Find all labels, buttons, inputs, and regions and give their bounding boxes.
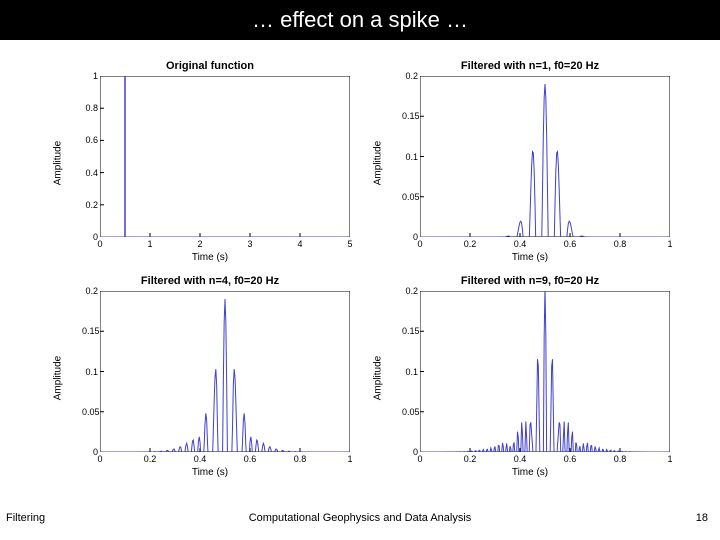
y-tick: 0 <box>402 447 418 457</box>
y-tick: 0.6 <box>82 135 98 145</box>
y-tick: 0.8 <box>82 103 98 113</box>
x-tick: 0.6 <box>564 454 577 464</box>
chart-title: Filtered with n=4, f0=20 Hz <box>60 275 360 287</box>
x-axis-label: Time (s) <box>60 252 360 263</box>
x-tick: 1 <box>147 239 152 249</box>
charts-grid: Original function Amplitude Time (s) 0 1 2 3 4 5… <box>60 60 680 480</box>
x-tick: 0.8 <box>294 454 307 464</box>
y-tick: 0.15 <box>82 326 98 336</box>
x-tick: 0 <box>97 454 102 464</box>
x-tick: 0.2 <box>464 454 477 464</box>
slide-footer: Filtering Computational Geophysics and D… <box>0 512 720 532</box>
chart-title: Filtered with n=1, f0=20 Hz <box>380 60 680 72</box>
y-tick: 0.1 <box>82 367 98 377</box>
x-tick: 1 <box>667 239 672 249</box>
x-tick: 3 <box>247 239 252 249</box>
x-tick: 0.4 <box>194 454 207 464</box>
y-axis-label: Amplitude <box>373 140 384 184</box>
x-tick: 0.8 <box>614 239 627 249</box>
y-axis-label: Amplitude <box>53 140 64 184</box>
chart-title: Filtered with n=9, f0=20 Hz <box>380 275 680 287</box>
y-tick: 0.2 <box>402 286 418 296</box>
y-tick: 0.15 <box>402 326 418 336</box>
x-tick: 0.8 <box>614 454 627 464</box>
page-number: 18 <box>696 512 708 524</box>
x-tick: 0.6 <box>564 239 577 249</box>
footer-center: Computational Geophysics and Data Analys… <box>249 512 472 524</box>
x-tick: 0 <box>97 239 102 249</box>
y-tick: 0.2 <box>402 71 418 81</box>
y-tick: 0 <box>82 232 98 242</box>
y-tick: 0.4 <box>82 168 98 178</box>
y-axis-label: Amplitude <box>373 355 384 399</box>
x-axis-label: Time (s) <box>380 252 680 263</box>
y-tick: 0.1 <box>402 152 418 162</box>
x-tick: 1 <box>667 454 672 464</box>
x-tick: 1 <box>347 454 352 464</box>
plot-area <box>420 291 670 452</box>
chart-filtered-n9: Filtered with n=9, f0=20 HzAmplitudeTime… <box>380 275 680 480</box>
slide-title: … effect on a spike … <box>252 7 468 33</box>
chart-filtered-n1: Filtered with n=1, f0=20 HzAmplitudeTime… <box>380 60 680 265</box>
chart-original: Original functionAmplitudeTime (s)012345… <box>60 60 360 265</box>
plot-area <box>420 76 670 237</box>
chart-svg <box>420 76 670 237</box>
x-tick: 0.4 <box>514 239 527 249</box>
x-tick: 2 <box>197 239 202 249</box>
x-tick: 0 <box>417 454 422 464</box>
x-tick: 0 <box>417 239 422 249</box>
y-axis-label: Amplitude <box>53 355 64 399</box>
x-tick: 0.2 <box>464 239 477 249</box>
x-axis-label: Time (s) <box>60 467 360 478</box>
plot-area <box>100 291 350 452</box>
x-tick: 0.6 <box>244 454 257 464</box>
x-tick: 0.2 <box>144 454 157 464</box>
y-tick: 0.05 <box>402 407 418 417</box>
chart-filtered-n4: Filtered with n=4, f0=20 HzAmplitudeTime… <box>60 275 360 480</box>
slide-title-bar: … effect on a spike … <box>0 0 720 40</box>
y-tick: 0.2 <box>82 286 98 296</box>
y-tick: 0.1 <box>402 367 418 377</box>
chart-svg <box>100 291 350 452</box>
chart-svg <box>420 291 670 452</box>
chart-title: Original function <box>60 60 360 72</box>
y-tick: 0.15 <box>402 111 418 121</box>
y-tick: 1 <box>82 71 98 81</box>
x-tick: 4 <box>297 239 302 249</box>
footer-left: Filtering <box>6 512 45 524</box>
x-tick: 5 <box>347 239 352 249</box>
x-tick: 0.4 <box>514 454 527 464</box>
y-tick: 0.2 <box>82 200 98 210</box>
y-tick: 0 <box>402 232 418 242</box>
y-tick: 0.05 <box>402 192 418 202</box>
x-axis-label: Time (s) <box>380 467 680 478</box>
plot-area <box>100 76 350 237</box>
chart-svg <box>100 76 350 237</box>
y-tick: 0.05 <box>82 407 98 417</box>
y-tick: 0 <box>82 447 98 457</box>
